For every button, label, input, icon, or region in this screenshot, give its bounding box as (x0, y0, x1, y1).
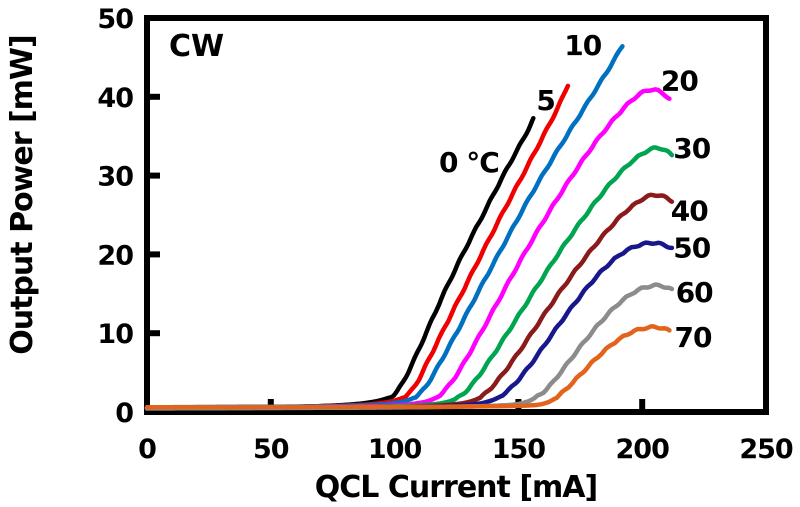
y-axis-title: Output Power [mW] (5, 35, 40, 355)
series-label-40: 40 (671, 194, 708, 227)
x-tick-label: 250 (739, 434, 793, 465)
series-label-5: 5 (536, 84, 554, 117)
series-label-30: 30 (673, 132, 710, 165)
series-line-50 (144, 240, 675, 411)
y-tick-label: 40 (97, 83, 133, 114)
y-tick-label: 20 (97, 240, 133, 271)
series-label-60: 60 (676, 276, 713, 309)
x-axis-title: QCL Current [mA] (315, 470, 597, 505)
series-label-70: 70 (674, 321, 711, 354)
x-tick-label: 50 (253, 434, 289, 465)
series-line-70 (144, 324, 672, 410)
y-tick-label: 30 (97, 162, 133, 193)
series-label-20: 20 (661, 64, 698, 97)
plot-frame (144, 15, 769, 415)
y-tick-label: 50 (97, 4, 133, 35)
series-curves-layer (144, 44, 675, 411)
cw-annotation: CW (169, 29, 224, 64)
y-tick-label: 0 (115, 398, 133, 429)
series-labels-layer: 0 °C 5 10 20 30 40 50 60 70 (439, 29, 714, 354)
series-line-40 (144, 192, 675, 411)
series-label-50: 50 (673, 231, 710, 264)
x-tick-label: 200 (616, 434, 670, 465)
x-tick-label: 150 (492, 434, 546, 465)
series-label-0c: 0 °C (439, 146, 499, 179)
x-tick-label: 100 (368, 434, 422, 465)
x-tick-label: 0 (138, 434, 156, 465)
axis-ticks-layer: 0 50 100 150 200 250 0 10 20 30 40 50 (97, 4, 793, 465)
series-label-10: 10 (564, 29, 601, 62)
plot-frame-layer (144, 15, 769, 415)
y-tick-label: 10 (97, 319, 133, 350)
